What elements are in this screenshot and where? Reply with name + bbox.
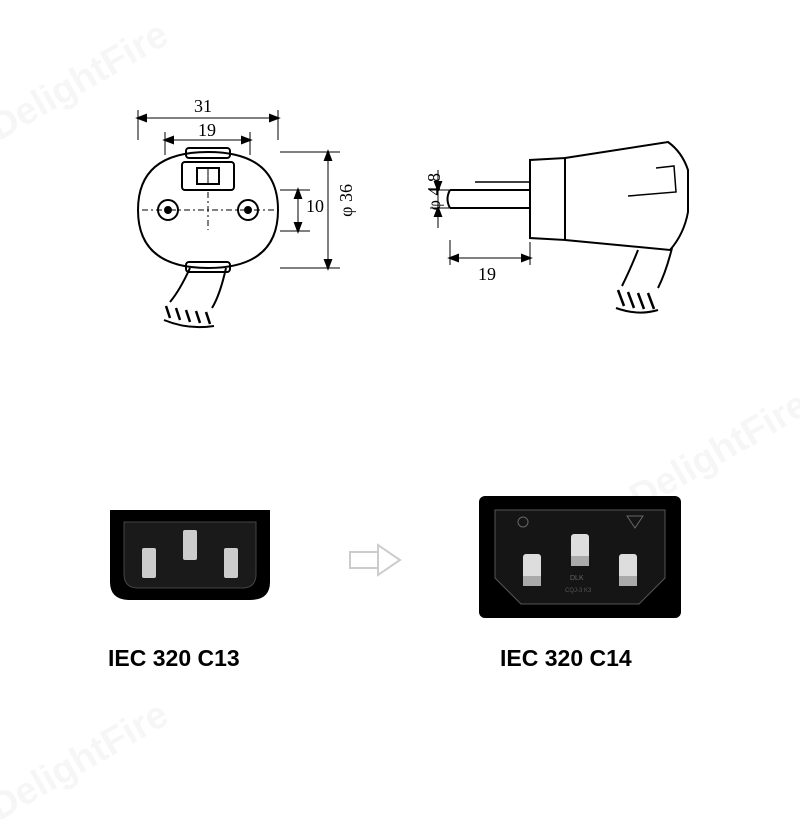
dim-pin-length: 19	[478, 264, 496, 285]
side-view-svg	[420, 120, 750, 390]
dim-outer-width: 31	[194, 96, 212, 117]
arrow-icon	[345, 535, 405, 585]
svg-text:DLK: DLK	[570, 575, 584, 582]
c13-label: IEC 320 C13	[108, 645, 240, 672]
front-view-svg	[80, 90, 390, 380]
c14-label: IEC 320 C14	[500, 645, 632, 672]
c14-svg: DLK CQJ-3 K3	[475, 492, 685, 622]
c13-svg	[100, 500, 280, 620]
dim-diameter: φ 36	[336, 184, 357, 217]
dim-pin-diameter: φ 4.8	[424, 173, 445, 210]
svg-text:CQJ-3 K3: CQJ-3 K3	[565, 588, 592, 594]
dim-pin-spacing: 10	[306, 196, 324, 217]
iec-connectors: DLK CQJ-3 K3 IEC 320 C13 IEC 320 C14	[0, 480, 800, 740]
schuko-plug-drawing: 31 19 10 φ 36 φ 4.8 19	[0, 90, 800, 370]
dim-inner-width: 19	[198, 120, 216, 141]
